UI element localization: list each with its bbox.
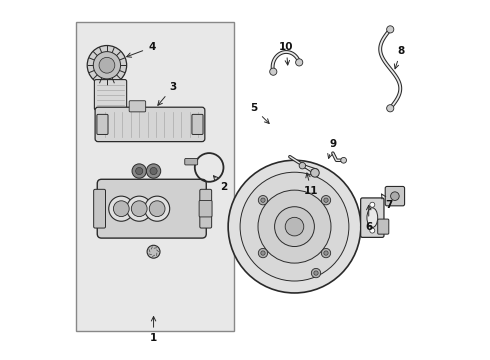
Circle shape <box>261 251 265 255</box>
Circle shape <box>87 45 126 85</box>
Circle shape <box>149 201 165 217</box>
Circle shape <box>228 160 361 293</box>
Circle shape <box>321 195 331 205</box>
Text: 1: 1 <box>150 316 157 343</box>
Circle shape <box>311 168 319 177</box>
Circle shape <box>261 198 265 202</box>
FancyBboxPatch shape <box>129 101 146 112</box>
Circle shape <box>113 201 129 217</box>
Circle shape <box>258 195 268 205</box>
Circle shape <box>370 228 375 233</box>
Circle shape <box>145 196 170 221</box>
Circle shape <box>370 202 375 207</box>
Circle shape <box>299 162 306 169</box>
Circle shape <box>391 192 399 201</box>
Circle shape <box>131 201 147 217</box>
Circle shape <box>274 207 315 247</box>
Circle shape <box>93 51 121 79</box>
Circle shape <box>258 190 331 263</box>
Text: 7: 7 <box>382 194 392 210</box>
FancyBboxPatch shape <box>378 219 389 234</box>
Circle shape <box>240 172 349 281</box>
Circle shape <box>147 164 161 178</box>
Text: 8: 8 <box>394 46 405 69</box>
Circle shape <box>321 248 331 258</box>
Text: 3: 3 <box>158 82 177 105</box>
Circle shape <box>99 57 115 73</box>
Circle shape <box>150 167 157 175</box>
Circle shape <box>132 164 147 178</box>
Circle shape <box>136 167 143 175</box>
Text: 2: 2 <box>214 176 227 192</box>
FancyBboxPatch shape <box>192 114 203 134</box>
FancyBboxPatch shape <box>95 107 205 141</box>
Circle shape <box>324 251 328 255</box>
Bar <box>76 22 234 330</box>
Circle shape <box>258 248 268 258</box>
Text: 5: 5 <box>250 103 269 123</box>
Circle shape <box>311 269 320 278</box>
FancyBboxPatch shape <box>361 198 384 237</box>
Ellipse shape <box>367 208 378 228</box>
FancyBboxPatch shape <box>199 201 212 217</box>
Circle shape <box>109 196 134 221</box>
Circle shape <box>341 157 346 163</box>
FancyBboxPatch shape <box>95 80 126 110</box>
Circle shape <box>314 271 318 275</box>
Circle shape <box>387 105 394 112</box>
Circle shape <box>285 217 304 236</box>
Text: 4: 4 <box>127 42 155 57</box>
Circle shape <box>324 198 328 202</box>
FancyBboxPatch shape <box>94 189 105 228</box>
Circle shape <box>126 196 152 221</box>
Circle shape <box>387 26 394 33</box>
Text: 6: 6 <box>365 206 372 231</box>
Text: 11: 11 <box>304 173 319 196</box>
FancyBboxPatch shape <box>97 114 108 134</box>
Circle shape <box>295 59 303 66</box>
Circle shape <box>147 245 160 258</box>
FancyBboxPatch shape <box>200 189 212 228</box>
Circle shape <box>270 68 277 75</box>
Text: 9: 9 <box>328 139 337 158</box>
Text: 10: 10 <box>279 42 294 65</box>
FancyBboxPatch shape <box>97 179 206 238</box>
FancyBboxPatch shape <box>385 186 405 206</box>
FancyBboxPatch shape <box>185 158 197 165</box>
